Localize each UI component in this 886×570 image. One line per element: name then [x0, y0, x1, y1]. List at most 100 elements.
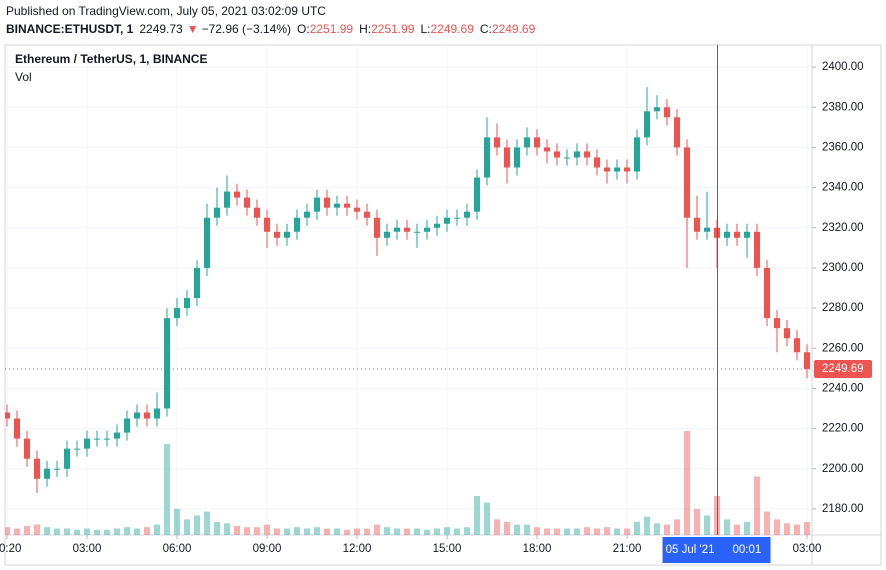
last-price-label: 2249.69 — [822, 363, 864, 375]
volume-bar — [724, 519, 730, 535]
high-value: 2251.99 — [371, 22, 415, 36]
x-tick-label: 21:00 — [613, 543, 642, 555]
y-tick-label: 2400.00 — [822, 61, 864, 73]
volume-bar — [344, 529, 350, 535]
published-note: Published on TradingView.com, July 05, 2… — [6, 4, 326, 18]
volume-bar — [414, 528, 420, 535]
price: 2249.73 — [139, 22, 183, 36]
candle-body — [114, 432, 120, 439]
volume-bar — [284, 528, 290, 535]
volume-bar — [364, 528, 370, 535]
volume-bar — [694, 509, 700, 535]
volume-bar — [204, 511, 210, 535]
close-value: 2249.69 — [492, 22, 536, 36]
volume-bar — [804, 522, 810, 535]
y-tick-label: 2360.00 — [822, 141, 864, 153]
candle-body — [344, 203, 350, 208]
axes: 2180.00 2200.00 2220.00 2240.00 2260.00 2280.… — [0, 61, 872, 563]
volume-bar — [454, 528, 460, 535]
candle-body — [494, 137, 500, 148]
volume-bar — [554, 528, 560, 535]
candle-body — [724, 231, 730, 238]
y-tick-label: 2260.00 — [822, 342, 864, 354]
volume-bar — [234, 525, 240, 535]
volume-bar — [54, 528, 60, 535]
volume-bar — [774, 519, 780, 535]
x-tick-label: 18:00 — [523, 543, 552, 555]
candle-body — [304, 211, 310, 218]
close-label: C: — [480, 22, 492, 36]
volume-bar — [444, 527, 450, 535]
candle-body — [624, 167, 630, 172]
volume-bar — [294, 527, 300, 535]
candle-body — [554, 151, 560, 158]
candle-body — [794, 338, 800, 353]
candle-body — [754, 231, 760, 268]
volume-bar — [654, 523, 660, 535]
symbol-line: BINANCE:ETHUSDT, 1 2249.73 ▼ −72.96 (−3.14%… — [6, 22, 536, 36]
candle-body — [294, 217, 300, 232]
change-arrow: ▼ — [187, 22, 199, 36]
candle-body — [24, 438, 30, 459]
candle-body — [84, 438, 90, 449]
symbol: BINANCE:ETHUSDT, 1 — [6, 22, 134, 36]
volume-bar — [784, 523, 790, 535]
crosshair-time: 00:01 — [733, 544, 762, 556]
candle-body — [454, 217, 460, 219]
volume-bar — [384, 527, 390, 535]
volume-bar — [764, 511, 770, 535]
candle-body — [634, 137, 640, 172]
candle-body — [484, 137, 490, 178]
candle-body — [134, 412, 140, 419]
candle-body — [774, 318, 780, 329]
candle-body — [654, 107, 660, 112]
last-price-box — [814, 359, 872, 378]
volume-bar — [324, 528, 330, 535]
volume-bar — [474, 496, 480, 535]
volume-bar — [34, 524, 40, 535]
x-tick-label: 09:00 — [253, 543, 282, 555]
volume-bar — [244, 527, 250, 535]
volume-bar — [504, 522, 510, 535]
candle-body — [584, 151, 590, 158]
volume-bar — [304, 528, 310, 535]
candle-body — [124, 418, 130, 433]
candle-body — [284, 231, 290, 238]
volume-bar — [404, 528, 410, 535]
volume-bar — [544, 528, 550, 535]
volume-bar — [5, 527, 10, 535]
volume-bar — [394, 528, 400, 535]
volume-bar — [604, 527, 610, 535]
volume-bar — [14, 528, 20, 535]
volume-bar — [424, 529, 430, 535]
open-value: 2251.99 — [310, 22, 354, 36]
frame — [4, 44, 882, 566]
volume-bar — [44, 527, 50, 535]
y-tick-label: 2200.00 — [822, 463, 864, 475]
candle-body — [254, 207, 260, 218]
candle-body — [94, 438, 100, 440]
volume-bar — [184, 519, 190, 535]
volume-bar — [794, 524, 800, 535]
candle-body — [574, 151, 580, 158]
candle-body — [374, 217, 380, 238]
candle-body — [224, 191, 230, 208]
volume-bar — [614, 528, 620, 535]
volume-bar — [754, 476, 760, 535]
volume-bar — [224, 523, 230, 535]
volume-bar — [674, 519, 680, 535]
low-value: 2249.69 — [431, 22, 475, 36]
candle-body — [694, 217, 700, 232]
crosshair-date: 05 Jul '21 — [666, 544, 715, 556]
high-label: H: — [359, 22, 371, 36]
volume-bar — [664, 524, 670, 535]
open-label: O: — [297, 22, 310, 36]
volume-bar — [494, 519, 500, 535]
volume-bar — [574, 528, 580, 535]
candle-body — [394, 227, 400, 232]
volume-bar — [704, 515, 710, 535]
candle-body — [384, 231, 390, 238]
candle-body — [464, 211, 470, 218]
candle-body — [194, 267, 200, 299]
candle-body — [504, 147, 510, 168]
